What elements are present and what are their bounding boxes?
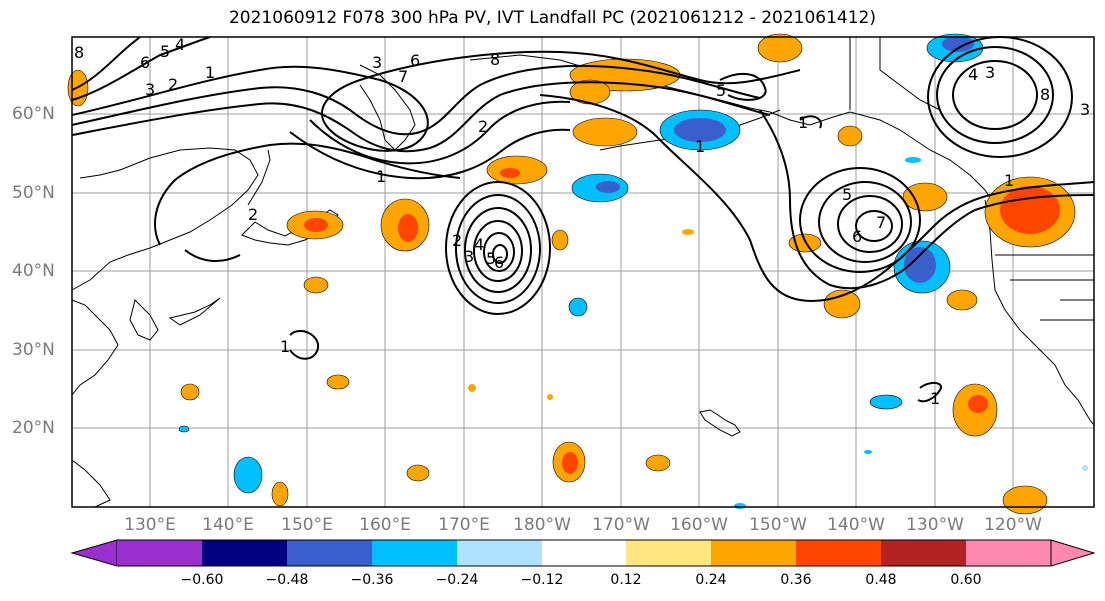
contour-label: 5 [486,249,496,268]
lat-label: 60°N [12,104,55,124]
gridlines [72,37,1094,507]
colorbar-bin [117,540,202,566]
colorbar-bin [457,540,542,566]
contour-label: 7 [876,213,886,232]
contour-label: 6 [852,227,862,246]
colorbar-tick-label: 0.48 [865,572,897,588]
contour-label: 8 [74,43,84,62]
lon-label: 150°W [749,515,807,535]
contour-label: 5 [160,42,170,61]
contour-label: 8 [1040,85,1050,104]
contour-label: 1 [280,337,290,356]
contour-label: 1 [930,389,940,408]
contour-label: 4 [175,35,185,54]
contour-label: 3 [985,63,995,82]
colorbar-bin [796,540,881,566]
lon-label: 140°E [202,515,254,535]
lon-label: 130°E [124,515,176,535]
contour-label: 4 [968,65,978,84]
colorbar-bin [881,540,966,566]
colorbar-tick-label: −0.48 [265,572,309,588]
colorbar-tick-label: 0.60 [950,572,982,588]
lon-label: 150°E [281,515,333,535]
colorbar-tick-label: −0.24 [435,572,479,588]
contour-label: 1 [205,63,215,82]
colorbar-tick-label: −0.60 [180,572,224,588]
colorbar-tick-label: 0.12 [610,572,642,588]
lon-label: 130°W [906,515,964,535]
lon-label: 160°E [359,515,411,535]
lon-label: 160°W [670,515,728,535]
contour-label: 1 [695,137,705,156]
pv-contours [71,36,1095,403]
colorbar-bin [966,540,1051,566]
contour-label: 6 [494,253,504,272]
colorbar-bin [711,540,796,566]
lon-label: 170°E [438,515,490,535]
contour-label: 6 [140,53,150,72]
contour-label: 5 [842,185,852,204]
contour-label: 8 [490,50,500,69]
lon-label: 170°W [592,515,650,535]
contour-label: 2 [478,117,488,136]
colorbar-tick-label: −0.36 [350,572,394,588]
contour-label: 2 [452,231,462,250]
lat-label: 30°N [12,340,55,360]
lon-label: 120°W [984,515,1042,535]
contour-label: 1 [798,113,808,132]
colorbar-bin [372,540,457,566]
coastlines [71,37,1095,508]
colorbar-bin [626,540,711,566]
colorbar-tick-label: −0.12 [520,572,564,588]
contour-label: 3 [1080,100,1090,119]
map-title: 2021060912 F078 300 hPa PV, IVT Landfall… [228,8,876,28]
ivt-negative-shading [178,33,1088,509]
contour-label: 6 [410,51,420,70]
colorbar-bin [202,540,287,566]
contour-label: 5 [716,81,726,100]
colorbar-bin [287,540,372,566]
lon-label: 140°W [827,515,885,535]
colorbar-extend-low [70,539,118,567]
contour-label: 1 [1004,171,1014,190]
colorbar-tick-label: 0.36 [780,572,812,588]
lon-label: 180°W [513,515,571,535]
lat-label: 40°N [12,261,55,281]
colorbar-tick-label: 0.24 [695,572,727,588]
colorbar-extend-high [1050,539,1096,567]
contour-labels: 8 6 5 4 3 2 1 3 7 6 2 8 1 2 3 4 5 6 5 7 … [74,35,1090,408]
colorbar-bin [542,540,626,566]
lat-label: 20°N [12,418,55,438]
ivt-positive-shading [67,33,1076,515]
contour-label: 4 [474,235,484,254]
contour-label: 2 [248,205,258,224]
map-panel: 8 6 5 4 3 2 1 3 7 6 2 8 1 2 3 4 5 6 5 7 … [67,33,1095,515]
contour-label: 2 [168,75,178,94]
contour-label: 1 [376,167,386,186]
contour-label: 3 [372,53,382,72]
contour-label: 7 [398,67,408,86]
lat-label: 50°N [12,183,55,203]
colorbar [70,539,1096,567]
contour-label: 3 [145,80,155,99]
contour-label: 3 [464,247,474,266]
